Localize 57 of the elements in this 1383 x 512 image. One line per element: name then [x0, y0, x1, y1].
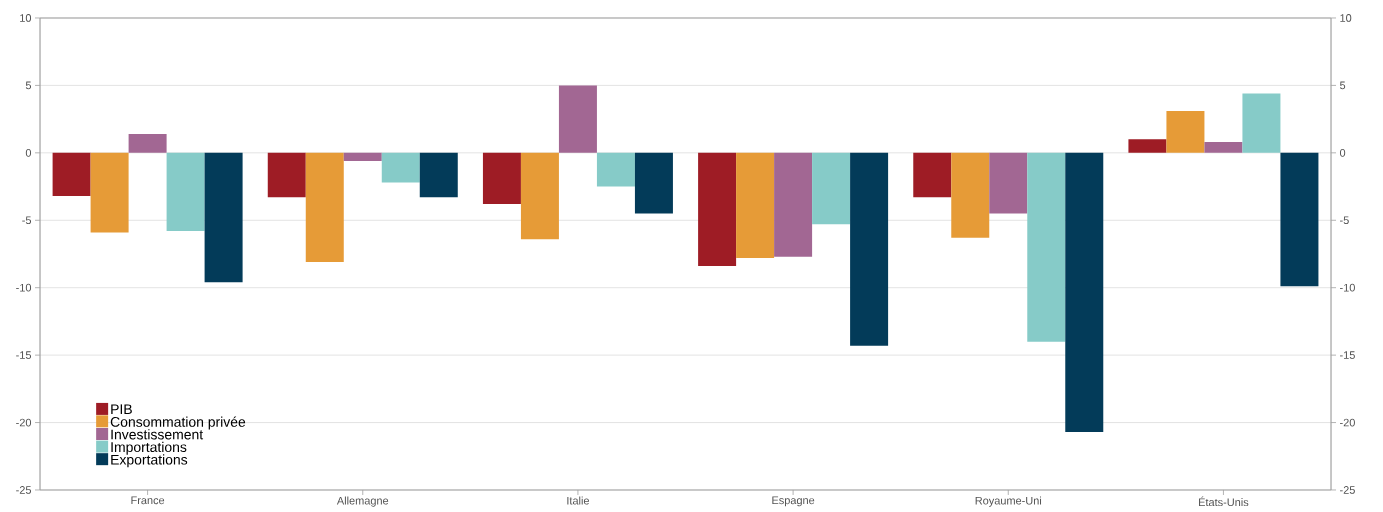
y-tick-label: 5: [25, 81, 32, 90]
bar: [989, 152, 1028, 214]
bar: [90, 152, 129, 233]
bar: [1065, 152, 1104, 432]
bar: [850, 152, 889, 346]
bar: [52, 152, 91, 196]
bar: [774, 152, 813, 257]
bar: [305, 152, 344, 263]
x-tick-label: France: [131, 496, 165, 505]
bar: [204, 152, 243, 283]
y-tick-label: 0: [25, 148, 32, 157]
legend-label: PIB: [111, 404, 132, 414]
y2-tick-label: -10: [1340, 283, 1355, 292]
bar: [267, 152, 306, 198]
y-tick-label: 10: [20, 14, 32, 22]
bar: [1027, 152, 1066, 342]
bar: [482, 152, 521, 205]
bar: [1280, 152, 1319, 287]
bar: [381, 152, 420, 183]
y2-tick-label: -15: [1340, 351, 1355, 359]
bar: [1242, 93, 1281, 153]
bar: [951, 152, 990, 238]
bar: [1204, 142, 1243, 153]
bar: [520, 152, 559, 240]
legend-label: Investissement: [111, 429, 204, 440]
bar: [596, 152, 635, 187]
y2-tick-label: -20: [1340, 418, 1355, 427]
legend-label: Consommation privée: [110, 416, 246, 430]
legend-label: Importations: [111, 441, 187, 455]
bar: [343, 152, 382, 161]
y2-tick-label: -5: [1340, 216, 1349, 225]
x-tick-label: Allemagne: [336, 496, 389, 507]
bar: [698, 152, 737, 267]
bar: [1128, 139, 1167, 153]
bar: [812, 152, 851, 225]
y2-tick-label: 10: [1340, 14, 1352, 22]
bar: [558, 85, 597, 153]
y2-tick-label: -25: [1340, 486, 1355, 494]
x-tick-label: Espagne: [772, 496, 815, 507]
bar: [736, 152, 775, 259]
bar: [1166, 111, 1205, 153]
y-tick-label: -20: [16, 418, 32, 427]
y-tick-label: -25: [16, 486, 32, 494]
x-tick-label: Royaume-Uni: [975, 496, 1042, 507]
y-tick-label: -5: [22, 216, 32, 225]
y2-tick-label: 5: [1339, 81, 1346, 90]
bar: [419, 152, 458, 198]
bar: [634, 152, 673, 214]
bar: [166, 152, 205, 232]
bar: [128, 133, 167, 153]
y2-tick-label: 0: [1339, 148, 1346, 157]
y-tick-label: -10: [16, 283, 32, 292]
x-tick-label: Italie: [567, 496, 590, 505]
legend-label: Exportations: [111, 454, 188, 468]
y-tick-label: -15: [16, 351, 32, 359]
x-tick-label: États-Unis: [1199, 496, 1249, 507]
bar: [913, 152, 952, 198]
